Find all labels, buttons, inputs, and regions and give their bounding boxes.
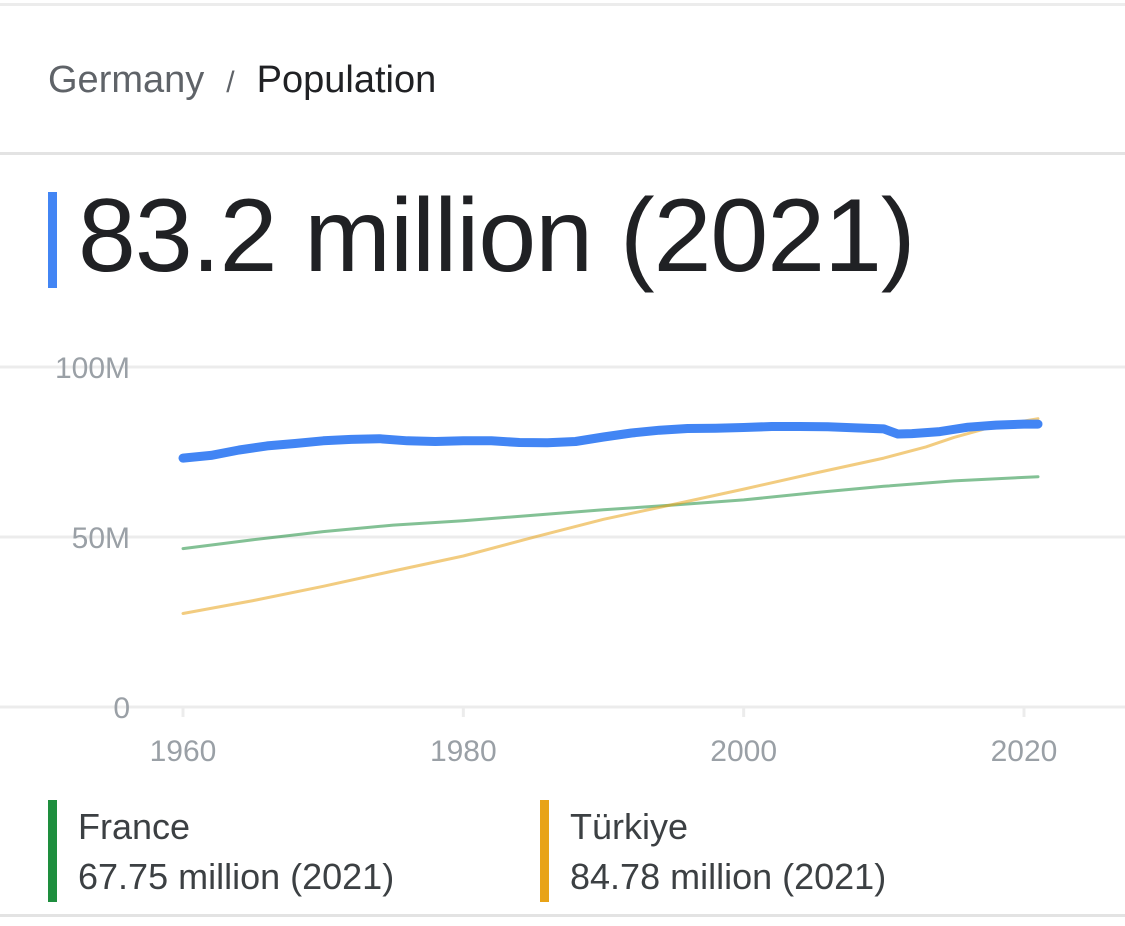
series-line-france[interactable] xyxy=(181,475,1040,551)
x-tick-label: 1960 xyxy=(150,735,217,768)
headline-value: 83.2 million (2021) xyxy=(78,178,916,294)
legend-label-france: France xyxy=(78,806,191,847)
bottom-divider xyxy=(0,914,1125,917)
legend-swatch-turkiye xyxy=(540,800,549,902)
headline-accent-bar xyxy=(48,192,57,288)
x-tick-label: 1980 xyxy=(430,735,497,768)
chart-gridlines xyxy=(0,365,1125,709)
y-tick-label: 0 xyxy=(113,692,130,725)
series-line-turkiye[interactable] xyxy=(181,417,1040,615)
chart-series xyxy=(178,417,1043,615)
legend-value-france: 67.75 million (2021) xyxy=(78,856,395,897)
legend-value-turkiye: 84.78 million (2021) xyxy=(570,856,887,897)
breadcrumb-separator: / xyxy=(226,66,235,99)
breadcrumb-current-population: Population xyxy=(256,59,437,101)
population-line-chart[interactable]: 0 50M 100M 1960 1980 2000 2020 xyxy=(0,330,1125,780)
series-line-germany[interactable] xyxy=(178,419,1043,463)
x-tick-label: 2000 xyxy=(710,735,777,768)
top-divider xyxy=(0,3,1125,6)
chart-x-axis: 1960 1980 2000 2020 xyxy=(150,707,1058,768)
legend-swatch-france xyxy=(48,800,57,902)
breadcrumb-parent-germany[interactable]: Germany xyxy=(48,59,205,101)
y-tick-label: 100M xyxy=(55,352,130,385)
x-tick-label: 2020 xyxy=(991,735,1058,768)
chart-y-axis: 0 50M 100M xyxy=(55,352,130,725)
y-tick-label: 50M xyxy=(72,522,130,555)
header-divider xyxy=(0,152,1125,155)
legend-label-turkiye: Türkiye xyxy=(570,806,689,847)
breadcrumb: Germany / Population xyxy=(48,54,436,109)
